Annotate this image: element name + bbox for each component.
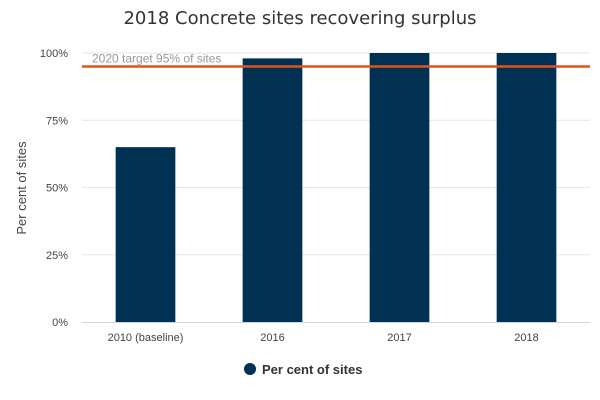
- legend-marker-per-cent-of-sites[interactable]: [244, 363, 256, 375]
- bar[interactable]: [496, 53, 557, 322]
- x-axis-ticks: 2010 (baseline) 2016 2017 2018: [108, 332, 539, 344]
- y-tick-label: 25%: [46, 250, 68, 262]
- y-tick-label: 50%: [46, 183, 68, 195]
- x-tick-label: 2017: [387, 332, 411, 344]
- x-tick-label: 2018: [514, 332, 538, 344]
- y-axis-ticks: 0% 25% 50% 75% 100%: [40, 48, 68, 329]
- bar[interactable]: [115, 147, 176, 322]
- y-axis-title: Per cent of sites: [14, 141, 29, 235]
- legend-label-per-cent-of-sites[interactable]: Per cent of sites: [262, 362, 362, 377]
- y-tick-label: 75%: [46, 115, 68, 127]
- bar[interactable]: [369, 53, 430, 322]
- y-tick-label: 100%: [40, 48, 68, 60]
- legend[interactable]: Per cent of sites: [244, 362, 362, 377]
- x-tick-label: 2016: [260, 332, 284, 344]
- target-line-label: 2020 target 95% of sites: [92, 51, 221, 65]
- bars: [115, 53, 557, 322]
- bar[interactable]: [242, 58, 303, 322]
- target-group: 2020 target 95% of sites: [82, 51, 590, 68]
- x-tick-label: 2010 (baseline): [108, 332, 184, 344]
- y-tick-label: 0%: [52, 317, 68, 329]
- chart-title: 2018 Concrete sites recovering surplus: [123, 8, 476, 29]
